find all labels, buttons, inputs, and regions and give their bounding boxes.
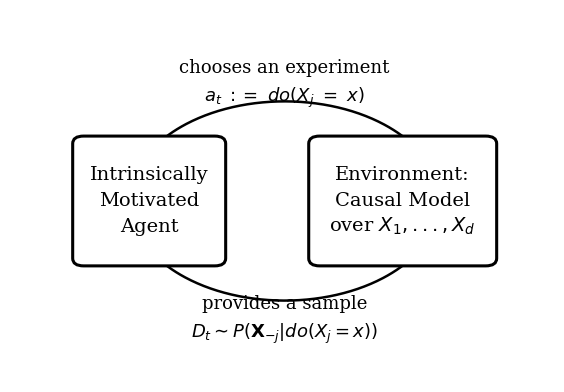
FancyBboxPatch shape — [73, 136, 226, 266]
Text: over $X_1,...,X_d$: over $X_1,...,X_d$ — [329, 216, 476, 237]
Text: Causal Model: Causal Model — [335, 192, 470, 210]
Text: Agent: Agent — [120, 218, 178, 236]
Text: Motivated: Motivated — [99, 192, 199, 210]
Text: chooses an experiment: chooses an experiment — [179, 59, 390, 77]
Text: provides a sample: provides a sample — [202, 295, 367, 312]
Text: Environment:: Environment: — [336, 166, 470, 184]
FancyBboxPatch shape — [309, 136, 497, 266]
Text: Intrinsically: Intrinsically — [90, 166, 209, 184]
Text: $a_t\ :=\ do(X_j\ =\ x)$: $a_t\ :=\ do(X_j\ =\ x)$ — [204, 86, 365, 111]
Text: $D_t \sim P(\mathbf{X}_{-j}|do(X_j = x))$: $D_t \sim P(\mathbf{X}_{-j}|do(X_j = x))… — [191, 322, 378, 346]
